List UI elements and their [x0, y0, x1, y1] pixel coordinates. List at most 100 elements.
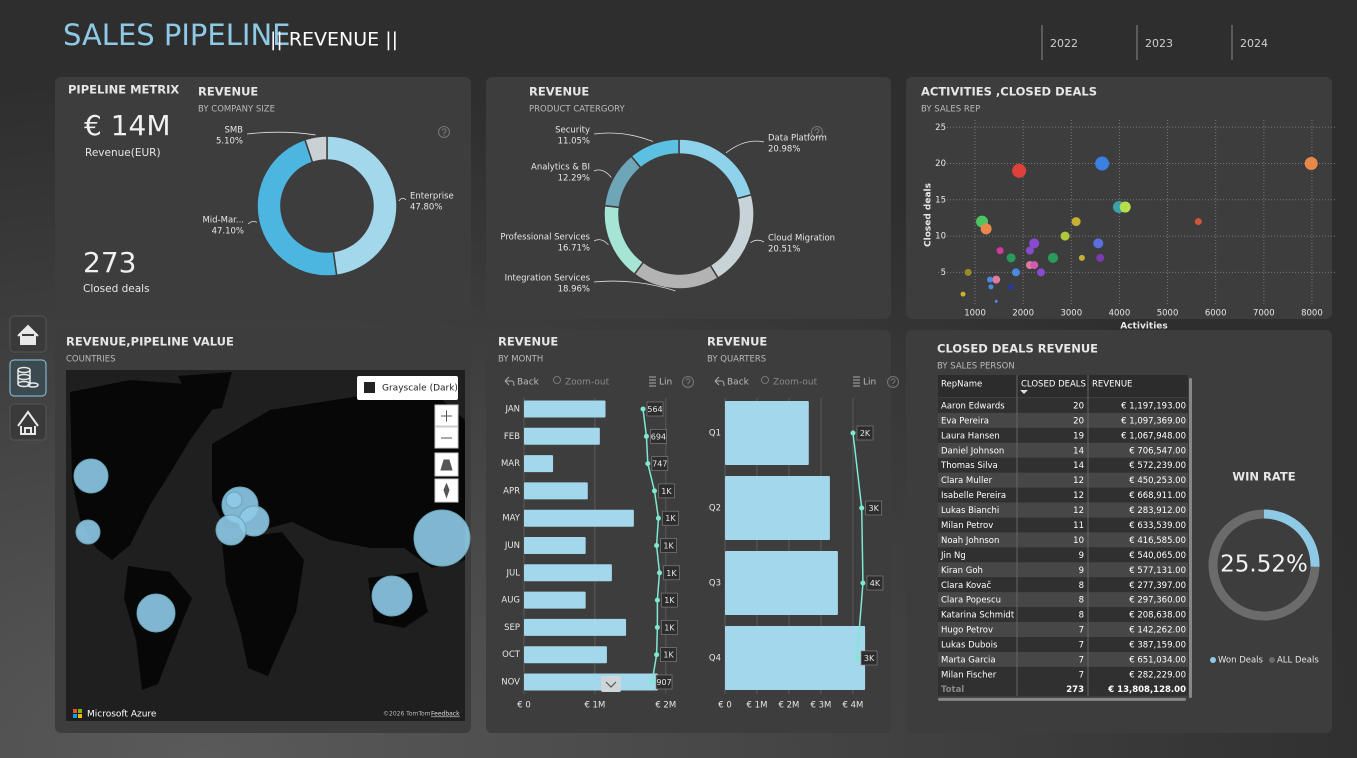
table-row[interactable] — [938, 592, 1188, 608]
scatter-point[interactable] — [1095, 156, 1110, 171]
scatter-point[interactable] — [1093, 238, 1104, 249]
year-slicer[interactable]: 2023 — [1145, 37, 1173, 50]
chart-title: REVENUE — [498, 335, 558, 349]
table-row[interactable] — [938, 412, 1188, 428]
scatter-point[interactable] — [996, 247, 1004, 255]
data-label-box — [662, 510, 679, 526]
toolbar-button[interactable]: Back — [727, 378, 750, 388]
table-header: RepName — [941, 380, 982, 390]
table-row[interactable] — [938, 651, 1188, 667]
bar[interactable] — [524, 509, 634, 527]
scatter-point[interactable] — [1048, 252, 1059, 263]
scatter-point[interactable] — [992, 275, 1001, 284]
table-row[interactable] — [938, 502, 1188, 518]
scatter-point[interactable] — [960, 291, 966, 297]
bubble[interactable] — [371, 575, 413, 617]
bar[interactable] — [524, 618, 627, 636]
toolbar-button[interactable]: Back — [517, 378, 540, 388]
scatter-point[interactable] — [1012, 163, 1027, 178]
scatter-point[interactable] — [1071, 217, 1081, 227]
table-row[interactable] — [938, 637, 1188, 652]
table-row[interactable] — [938, 398, 1188, 413]
bubble[interactable] — [413, 509, 471, 567]
bar[interactable] — [524, 455, 554, 473]
toolbar-button[interactable]: Lin — [863, 378, 876, 388]
table-cell: € 1,067,948.00 — [1121, 431, 1186, 441]
toolbar-button[interactable]: Zoom-out — [773, 378, 818, 388]
map-feedback[interactable]: Feedback — [431, 711, 460, 718]
table-row[interactable] — [938, 666, 1188, 682]
scatter-point[interactable] — [1008, 283, 1015, 290]
map-style-button[interactable] — [357, 376, 458, 400]
data-label: 1K — [664, 623, 675, 632]
line-point — [654, 652, 660, 658]
scatter-point[interactable] — [988, 284, 994, 290]
table-row[interactable] — [938, 517, 1188, 533]
data-label: 4K — [870, 579, 881, 588]
bar[interactable] — [524, 427, 600, 445]
scatter-point[interactable] — [1030, 261, 1039, 270]
table-row[interactable] — [938, 442, 1188, 458]
scatter-point[interactable] — [1025, 246, 1034, 255]
scatter-point[interactable] — [1119, 201, 1131, 213]
slice-value: 20.51% — [768, 245, 800, 255]
bar[interactable] — [725, 626, 866, 690]
line-point — [654, 597, 660, 603]
scroll-button[interactable] — [601, 676, 621, 692]
bar[interactable] — [725, 401, 809, 465]
table-row[interactable] — [938, 562, 1188, 578]
bubble[interactable] — [73, 458, 109, 494]
scatter-point[interactable] — [1060, 231, 1070, 241]
bar[interactable] — [524, 482, 588, 500]
table-row[interactable] — [938, 577, 1188, 593]
data-label-box — [655, 674, 673, 690]
scrollbar[interactable] — [1189, 378, 1192, 698]
table-row[interactable] — [938, 487, 1188, 503]
bar[interactable] — [524, 591, 586, 609]
scatter-point[interactable] — [986, 276, 993, 283]
scatter-point[interactable] — [1011, 268, 1020, 277]
y-tick-label: 5 — [941, 268, 946, 278]
nav-pipeline[interactable] — [9, 403, 47, 441]
scatter-point[interactable] — [964, 268, 972, 276]
bar[interactable] — [725, 476, 830, 540]
table-row[interactable] — [938, 532, 1188, 548]
bar[interactable] — [524, 400, 606, 418]
bubble[interactable] — [215, 514, 247, 546]
hscrollbar[interactable] — [938, 697, 1186, 701]
slice-label: Data Platform — [768, 134, 827, 144]
nav-revenue[interactable] — [9, 359, 47, 397]
table-row[interactable] — [938, 547, 1188, 563]
scatter-point[interactable] — [1194, 218, 1202, 226]
scatter-point[interactable] — [994, 299, 998, 303]
y-tick-label: 25 — [935, 123, 946, 133]
scatter-point[interactable] — [1078, 254, 1085, 261]
slice-label: Integration Services — [505, 274, 591, 284]
bar[interactable] — [524, 564, 612, 582]
bubble[interactable] — [225, 491, 243, 509]
scatter-point[interactable] — [1036, 268, 1045, 277]
table-cell: € 208,638.00 — [1129, 611, 1186, 621]
year-slicer[interactable]: 2024 — [1240, 37, 1268, 50]
toolbar-button[interactable]: Zoom-out — [565, 378, 610, 388]
scatter-point[interactable] — [1006, 253, 1016, 263]
table-row[interactable] — [938, 622, 1188, 638]
bubble[interactable] — [136, 593, 176, 633]
bar[interactable] — [725, 551, 838, 615]
toolbar-button[interactable]: Lin — [659, 378, 672, 388]
table-row[interactable] — [938, 607, 1188, 623]
bar[interactable] — [524, 673, 658, 691]
table-row[interactable] — [938, 457, 1188, 473]
scatter-point[interactable] — [1029, 238, 1040, 249]
table-cell: € 651,034.00 — [1129, 655, 1186, 665]
table-row[interactable] — [938, 472, 1188, 488]
bar[interactable] — [524, 646, 607, 664]
bubble[interactable] — [75, 519, 101, 545]
scatter-point[interactable] — [1304, 157, 1318, 171]
scatter-point[interactable] — [1096, 253, 1105, 262]
table-row[interactable] — [938, 427, 1188, 443]
scatter-point[interactable] — [980, 223, 992, 235]
kpi-deals-label: Closed deals — [83, 283, 150, 295]
bar[interactable] — [524, 537, 586, 554]
year-slicer[interactable]: 2022 — [1050, 37, 1078, 50]
